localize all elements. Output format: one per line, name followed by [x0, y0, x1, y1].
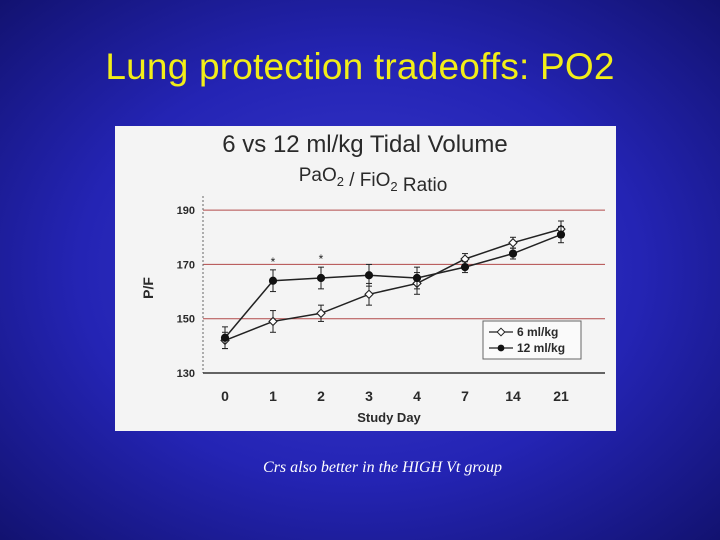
x-tick-label: 0	[221, 388, 229, 404]
legend-marker	[497, 344, 505, 352]
tidal-volume-chart: 6 vs 12 ml/kg Tidal Volume PaO2 / FiO2 R…	[140, 131, 605, 425]
data-point	[220, 333, 230, 342]
x-tick-label: 1	[269, 388, 277, 404]
x-tick-label: 3	[365, 388, 373, 404]
y-tick-label: 170	[177, 259, 195, 271]
series-line	[224, 233, 562, 339]
data-point	[508, 237, 518, 248]
x-axis-label: Study Day	[357, 410, 421, 425]
x-tick-label: 7	[461, 388, 469, 404]
chart-subtitle: PaO2 / FiO2 Ratio	[299, 165, 448, 196]
data-point	[364, 271, 374, 280]
slide-title: Lung protection tradeoffs: PO2	[105, 46, 615, 87]
series-line	[224, 228, 562, 342]
y-tick-label: 190	[177, 205, 195, 217]
data-point	[268, 316, 278, 327]
series-layer: * *	[220, 220, 566, 350]
y-axis-label: P/F	[140, 277, 156, 299]
data-point	[460, 263, 470, 272]
legend-label: 12 ml/kg	[517, 341, 565, 355]
y-tick-label: 150	[177, 314, 195, 326]
axis-layer: 130 150 170 190 0 1 2 3 4 7 14 21	[177, 196, 605, 404]
legend: 6 ml/kg 12 ml/kg	[482, 320, 582, 360]
significance-marker: *	[319, 252, 324, 266]
significance-marker: *	[271, 255, 276, 269]
data-point	[556, 230, 566, 239]
chart-title: 6 vs 12 ml/kg Tidal Volume	[222, 131, 507, 158]
x-tick-label: 14	[505, 388, 521, 404]
chart-panel: 6 vs 12 ml/kg Tidal Volume PaO2 / FiO2 R…	[115, 126, 616, 431]
data-point	[508, 249, 518, 258]
y-tick-label: 130	[177, 368, 195, 380]
data-point	[364, 289, 374, 300]
x-tick-label: 2	[317, 388, 325, 404]
x-tick-label: 4	[413, 388, 421, 404]
data-point	[316, 273, 326, 283]
legend-box	[482, 320, 582, 360]
data-point	[316, 308, 326, 319]
data-point	[268, 276, 278, 285]
slide-caption: Crs also better in the HIGH Vt group	[263, 459, 502, 476]
legend-marker	[496, 327, 506, 337]
x-tick-label: 21	[553, 388, 569, 404]
data-point	[412, 273, 422, 283]
legend-label: 6 ml/kg	[517, 325, 558, 339]
